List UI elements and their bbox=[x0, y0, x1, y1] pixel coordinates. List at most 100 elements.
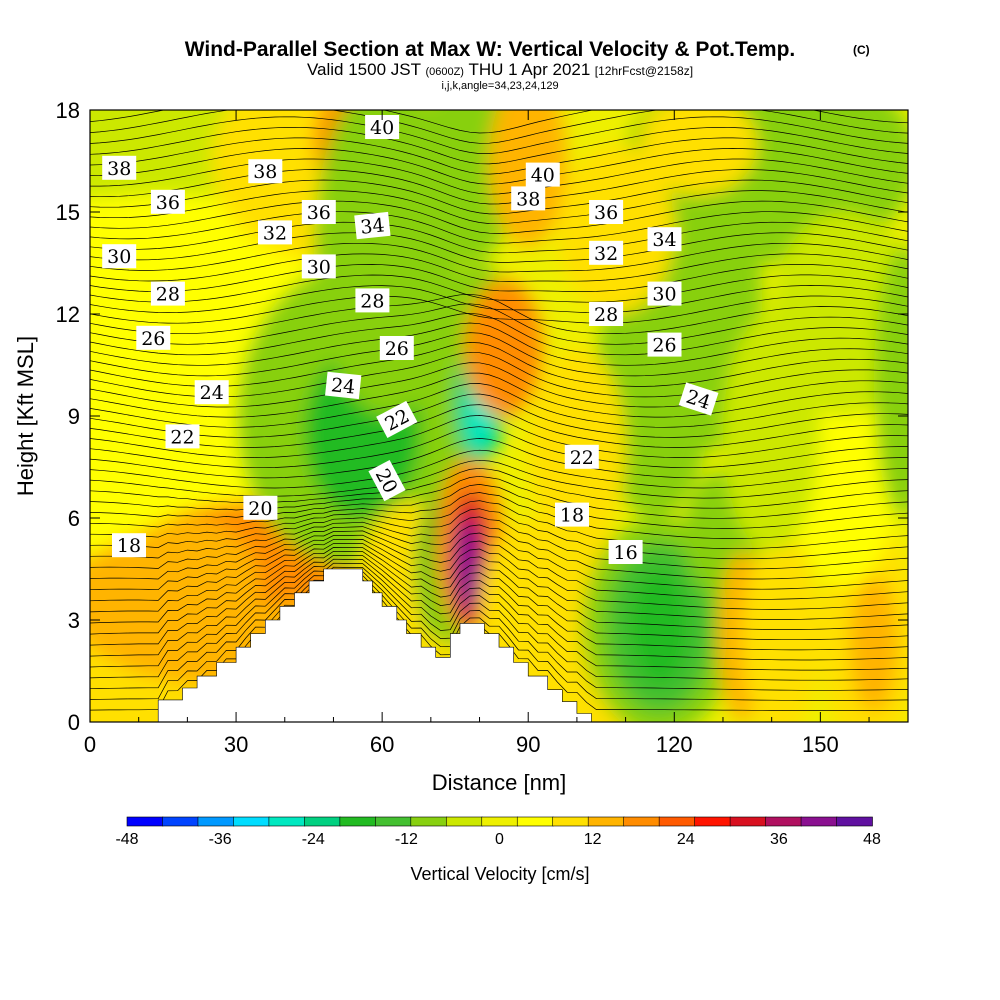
isentrope-line bbox=[90, 232, 908, 263]
isentrope-line bbox=[90, 383, 908, 428]
contour-label-text: 26 bbox=[141, 328, 165, 350]
colorbar-swatch bbox=[587, 816, 625, 827]
valid-utc: (0600Z) bbox=[425, 66, 464, 78]
colorbar-title: Vertical Velocity [cm/s] bbox=[410, 864, 589, 884]
contour-label-box bbox=[301, 254, 336, 279]
colorbar-swatch bbox=[197, 816, 235, 827]
isentrope-line bbox=[90, 274, 908, 303]
isentrope-line bbox=[90, 543, 908, 620]
contour-label: 34 bbox=[647, 227, 682, 252]
isentrope-line bbox=[90, 438, 908, 479]
colorbar-swatch bbox=[729, 816, 767, 827]
contour-label-box bbox=[564, 444, 599, 469]
y-tick-label: 12 bbox=[56, 302, 80, 327]
colorbar-swatch bbox=[481, 816, 519, 827]
isentrope-line bbox=[90, 508, 908, 560]
colorbar-tick-label: 12 bbox=[584, 831, 602, 848]
contour-label: 38 bbox=[102, 155, 137, 180]
contour-label-box bbox=[368, 459, 406, 502]
contour-label-text: 18 bbox=[560, 505, 584, 527]
x-tick-label: 30 bbox=[224, 732, 248, 757]
contour-label-text: 28 bbox=[156, 284, 180, 306]
contour-label-box bbox=[194, 380, 229, 405]
contour-label-text: 30 bbox=[307, 256, 331, 278]
contour-label-box bbox=[102, 244, 137, 269]
colorbar-swatch bbox=[658, 816, 696, 827]
isentrope-line bbox=[90, 190, 908, 225]
isentrope-line bbox=[90, 221, 908, 254]
contour-label-text: 32 bbox=[594, 243, 618, 265]
colorbar-swatch bbox=[268, 816, 306, 827]
terrain bbox=[90, 568, 908, 722]
x-axis-title: Distance [nm] bbox=[432, 770, 567, 795]
isentrope-line bbox=[90, 293, 908, 335]
isentrope-line bbox=[90, 169, 908, 205]
isentrope-line bbox=[90, 332, 908, 377]
grid-indices: i,j,k,angle=34,23,24,129 bbox=[441, 80, 558, 92]
colorbar-tick-label: 36 bbox=[770, 831, 788, 848]
contour-label-box bbox=[150, 281, 185, 306]
contour-label: 24 bbox=[325, 371, 362, 400]
contour-label: 30 bbox=[647, 281, 682, 306]
contour-label: 38 bbox=[248, 159, 283, 184]
colorbar-swatch bbox=[552, 816, 589, 827]
contour-label: 30 bbox=[102, 244, 137, 269]
x-axis: 0 30 60 90 120 150 bbox=[84, 110, 870, 757]
contour-label: 36 bbox=[589, 200, 624, 224]
isentrope-line bbox=[90, 475, 908, 519]
isentrope-line bbox=[90, 362, 908, 408]
isentrope-line bbox=[90, 148, 908, 185]
isentrope-line bbox=[90, 426, 908, 469]
isentrope-line bbox=[90, 110, 908, 134]
contour-label-box bbox=[379, 336, 414, 360]
y-tick-label: 3 bbox=[68, 608, 80, 633]
isentrope-line bbox=[90, 570, 908, 691]
isentrope-line bbox=[90, 264, 908, 292]
contour-label-text: 38 bbox=[253, 161, 277, 183]
y-tick-label: 18 bbox=[56, 98, 80, 123]
isentrope-line bbox=[90, 530, 908, 590]
colorbar-swatch bbox=[162, 816, 199, 827]
contour-label: 28 bbox=[589, 302, 624, 326]
colorbar-swatch bbox=[836, 816, 873, 827]
contour-label-text: 24 bbox=[200, 382, 224, 404]
contour-label-text: 26 bbox=[652, 335, 676, 357]
contour-label-text: 28 bbox=[360, 290, 384, 312]
velocity-region bbox=[849, 575, 899, 712]
isentrope-line bbox=[90, 449, 908, 489]
contour-label-text: 22 bbox=[570, 447, 594, 469]
contour-label-text: 36 bbox=[156, 192, 180, 214]
velocity-region bbox=[742, 535, 821, 722]
isentrope-line bbox=[90, 566, 908, 681]
contour-label-box bbox=[589, 200, 624, 224]
contour-label: 22 bbox=[165, 424, 200, 449]
colorbar-swatch bbox=[800, 816, 838, 827]
isentrope-line bbox=[90, 312, 908, 356]
contour-label-box bbox=[525, 162, 560, 187]
contour-label-box bbox=[112, 533, 146, 558]
contour-label-box bbox=[301, 200, 336, 224]
x-tick-label: 0 bbox=[84, 732, 96, 757]
colorbar-swatch bbox=[623, 816, 660, 827]
contour-label-box bbox=[678, 382, 719, 416]
isentrope-line bbox=[90, 253, 908, 282]
isentrope-line bbox=[90, 200, 908, 234]
isentrope-line bbox=[90, 500, 908, 550]
plot-area: 38 36 30 28 26 24 22 18 20 38 32 36 30 40 34 28 26 24 22 20… bbox=[90, 110, 908, 722]
colorbar-swatch bbox=[304, 816, 341, 827]
contour-label-box bbox=[150, 189, 185, 214]
contour-label-box bbox=[325, 371, 362, 400]
valid-prefix: Valid 1500 JST bbox=[307, 60, 421, 79]
isentrope-line bbox=[90, 295, 908, 324]
isentrope-line bbox=[90, 116, 908, 154]
isentrope-line bbox=[90, 492, 908, 539]
velocity-region bbox=[722, 314, 821, 552]
contour-label: 30 bbox=[301, 254, 336, 279]
isentrope-line bbox=[90, 404, 908, 448]
colorbar-swatch bbox=[694, 816, 731, 827]
isentrope-line bbox=[90, 415, 908, 458]
contour-label: 26 bbox=[379, 336, 414, 360]
copyright-mark: (C) bbox=[853, 43, 870, 57]
contour-label: 28 bbox=[150, 281, 185, 306]
